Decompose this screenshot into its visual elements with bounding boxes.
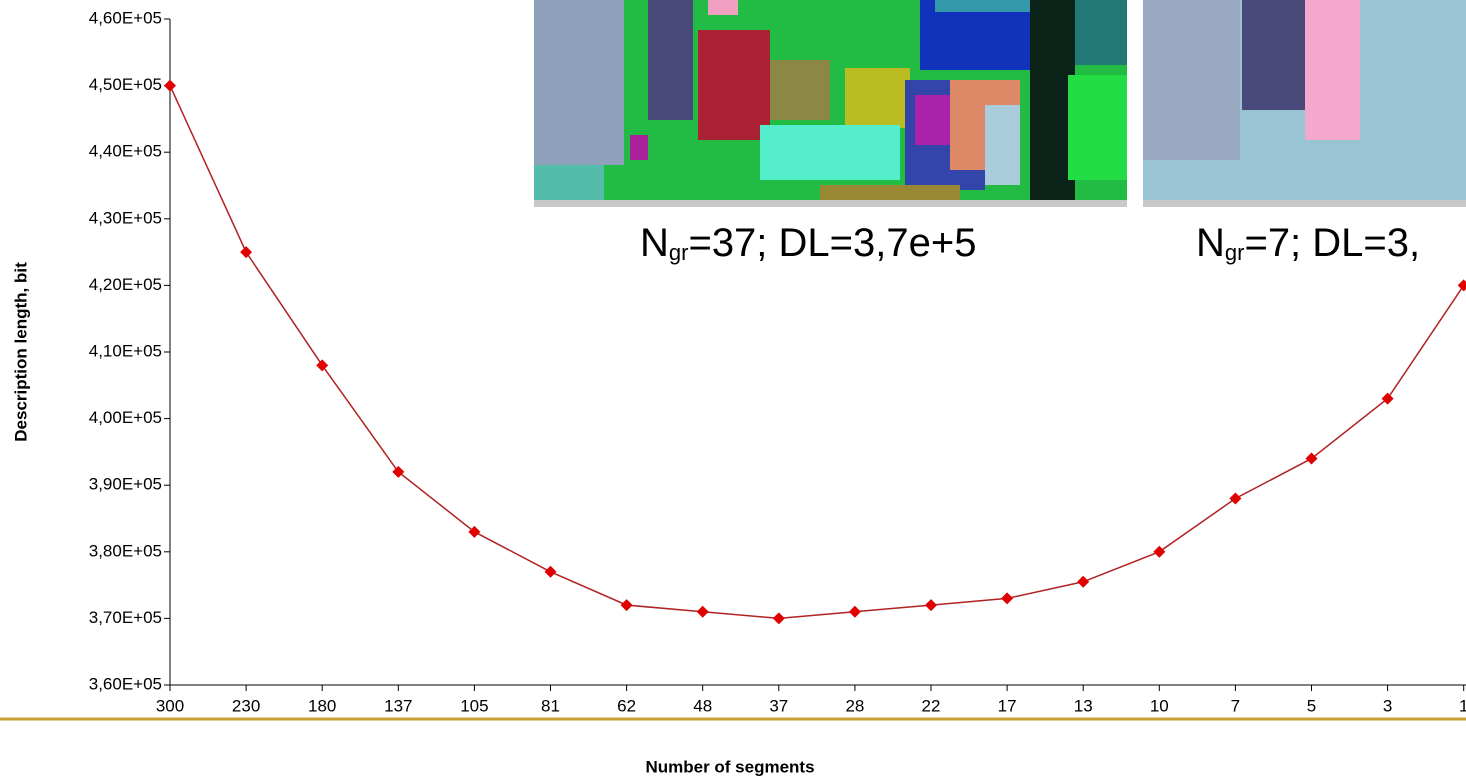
caption-base: N (1196, 221, 1225, 265)
data-point (849, 606, 861, 618)
data-point (1153, 546, 1165, 558)
data-point (1001, 592, 1013, 604)
x-tick-label: 37 (769, 696, 788, 715)
y-tick-label: 3,60E+05 (89, 674, 162, 693)
data-point (621, 599, 633, 611)
x-tick-label: 180 (308, 696, 336, 715)
segmentation-image (1143, 0, 1466, 207)
x-tick-label: 7 (1231, 696, 1240, 715)
image-caption: Ngr=37; DL=3,7e+5 (640, 221, 976, 265)
x-tick-label: 137 (384, 696, 412, 715)
y-tick-label: 3,90E+05 (89, 475, 162, 494)
x-tick-label: 62 (617, 696, 636, 715)
data-point (773, 612, 785, 624)
x-tick-label: 81 (541, 696, 560, 715)
data-point (1458, 279, 1466, 291)
y-tick-label: 3,80E+05 (89, 541, 162, 560)
x-tick-label: 5 (1307, 696, 1316, 715)
y-tick-label: 4,00E+05 (89, 408, 162, 427)
y-tick-label: 4,40E+05 (89, 142, 162, 161)
y-tick-label: 4,20E+05 (89, 275, 162, 294)
x-tick-label: 48 (693, 696, 712, 715)
y-tick-label: 4,10E+05 (89, 341, 162, 360)
x-tick-label: 28 (845, 696, 864, 715)
y-tick-label: 3,70E+05 (89, 608, 162, 627)
x-tick-label: 3 (1383, 696, 1392, 715)
x-tick-label: 300 (156, 696, 184, 715)
data-point (1077, 576, 1089, 588)
y-axis-title: Description length, bit (11, 262, 30, 442)
caption-rest: =7; DL=3, (1244, 221, 1420, 265)
segmentation-image (534, 0, 1127, 207)
y-tick-label: 4,50E+05 (89, 75, 162, 94)
data-point (697, 606, 709, 618)
caption-rest: =37; DL=3,7e+5 (688, 221, 976, 265)
x-axis-title: Number of segments (645, 757, 814, 776)
x-tick-label: 17 (998, 696, 1017, 715)
data-point (240, 246, 252, 258)
slide: Number of segments Description length, b… (0, 0, 1466, 784)
data-point (164, 80, 176, 92)
image-caption: Ngr=7; DL=3, (1196, 221, 1420, 265)
x-tick-label: 10 (1150, 696, 1169, 715)
data-point (316, 359, 328, 371)
y-tick-label: 4,30E+05 (89, 208, 162, 227)
caption-subscript: gr (669, 240, 689, 265)
data-point (1229, 493, 1241, 505)
x-tick-label: 105 (460, 696, 488, 715)
data-point (925, 599, 937, 611)
x-tick-label: 1 (1459, 696, 1466, 715)
y-tick-label: 4,60E+05 (89, 8, 162, 27)
x-tick-label: 230 (232, 696, 260, 715)
page: {"chart_data": { "type": "line", "x_labe… (0, 0, 1466, 784)
data-point (545, 566, 557, 578)
x-tick-label: 22 (922, 696, 941, 715)
caption-base: N (640, 221, 669, 265)
caption-subscript: gr (1225, 240, 1245, 265)
x-tick-label: 13 (1074, 696, 1093, 715)
